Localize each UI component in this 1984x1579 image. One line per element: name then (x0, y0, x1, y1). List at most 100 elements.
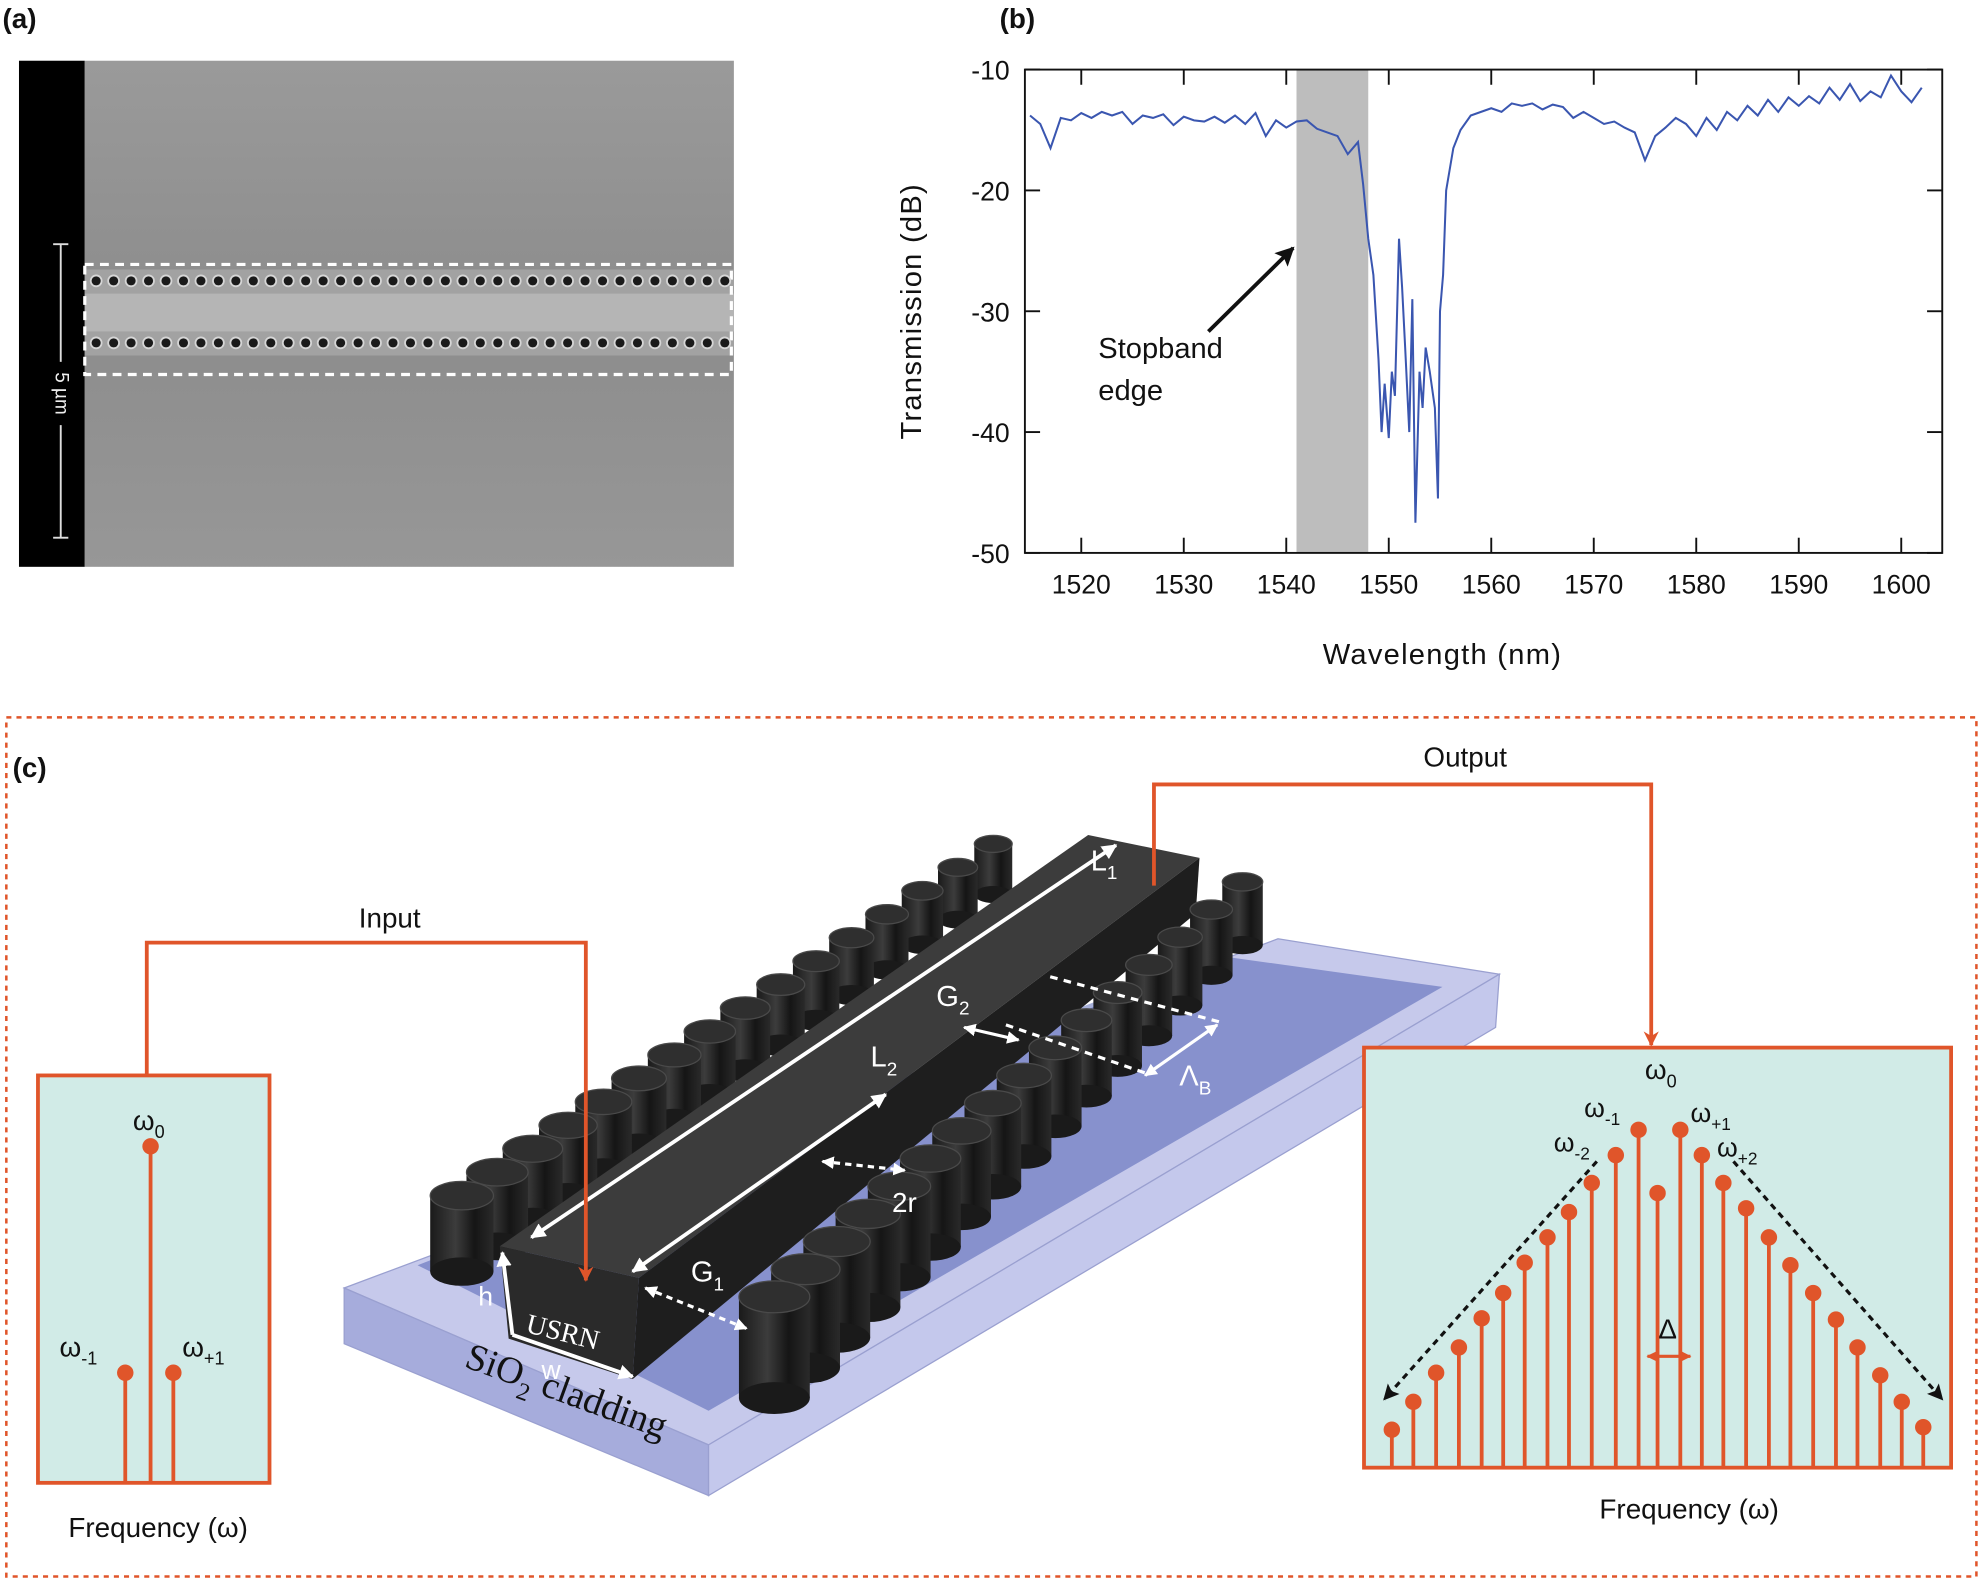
spectral-dot (1737, 1200, 1755, 1217)
hole (440, 276, 450, 286)
pillar-top (901, 880, 944, 901)
panel-label: (b) (1000, 3, 1036, 34)
label-base: L (1091, 845, 1107, 877)
label: ω+1 (1690, 1098, 1730, 1134)
y-tick-label: -40 (971, 418, 1009, 448)
hole (126, 276, 136, 286)
hole (388, 276, 398, 286)
hole (615, 276, 625, 286)
hole (528, 338, 538, 348)
hole (231, 276, 241, 286)
hole (266, 276, 276, 286)
plot-frame (1023, 68, 1944, 554)
y-tick-label: -10 (971, 56, 1009, 86)
pillar-top (973, 834, 1013, 854)
spectral-lines (117, 1121, 1932, 1483)
spectral-dot (1804, 1284, 1822, 1302)
pillar-top (610, 1065, 668, 1092)
hole (196, 338, 206, 348)
label-base: ω (1554, 1127, 1575, 1157)
input-label: Input (359, 902, 421, 933)
arrow-2r (821, 1156, 906, 1176)
label: ω-1 (1584, 1093, 1620, 1129)
pillar-top (429, 1180, 495, 1211)
transmission-line (1029, 73, 1923, 523)
x-tick-label: 1530 (1154, 569, 1213, 599)
pillar-top (996, 1062, 1053, 1089)
annotation: Stopband (1098, 333, 1223, 365)
spectral-dot (1630, 1121, 1647, 1139)
hole (161, 338, 171, 348)
hole (632, 338, 643, 348)
spectral-dot (1782, 1257, 1799, 1274)
hole (196, 276, 206, 286)
pillar-top (802, 1225, 871, 1258)
hole (370, 276, 381, 286)
spectral-dot (142, 1138, 159, 1155)
spectral-dot (1427, 1364, 1445, 1381)
width-label: w (541, 1355, 562, 1385)
height-label: h (478, 1282, 493, 1312)
pillar-bottom (738, 1382, 810, 1415)
spectral-dot (1583, 1174, 1600, 1192)
label-sub: +2 (1738, 1148, 1758, 1168)
label-base: L (871, 1042, 887, 1074)
hole (353, 338, 363, 348)
pillar-top (1124, 953, 1173, 976)
hole (178, 276, 189, 286)
hole (563, 276, 573, 286)
label-base: ω (1584, 1093, 1605, 1123)
label: ω+2 (1717, 1132, 1757, 1168)
label-sub: +1 (204, 1349, 225, 1369)
spectral-dot (1893, 1393, 1910, 1411)
label-base: ω (182, 1331, 204, 1362)
panel-label: (a) (3, 3, 37, 34)
hole (283, 276, 293, 286)
pillar-bottom (430, 1257, 494, 1286)
pillar-top (937, 857, 979, 877)
label-sub: 0 (155, 1122, 165, 1142)
x-tick-label: 1550 (1359, 569, 1418, 599)
spectral-dot (1607, 1146, 1625, 1164)
arrow-l1 (530, 843, 1118, 1239)
spectral-dot (1450, 1339, 1468, 1356)
spectral-dot (1693, 1146, 1711, 1164)
spectral-dot (1560, 1203, 1578, 1221)
panel-border (5, 716, 1978, 1578)
spectral-dot (1715, 1174, 1732, 1192)
hole (702, 338, 712, 348)
label-sub: 0 (1667, 1072, 1677, 1092)
hole (685, 338, 695, 348)
hole (109, 338, 119, 348)
pillar-body (738, 1296, 810, 1399)
label-base: ω (133, 1105, 155, 1136)
hole (597, 276, 608, 286)
hole (405, 276, 416, 286)
label-base: G (691, 1257, 714, 1289)
chart: 1520 1530 1540 1550 1560 1570 1580 1590 1600 -50 -… (896, 56, 1944, 671)
spectral-dot (1539, 1229, 1556, 1246)
x-tick-label: 1520 (1052, 569, 1111, 599)
pillar-top (931, 1117, 992, 1145)
pillar-top (792, 950, 840, 973)
spectral-dot (1405, 1393, 1422, 1411)
hole (213, 338, 223, 348)
x-axis-label: Frequency (ω) (1599, 1493, 1778, 1524)
hole (91, 276, 101, 286)
hole (580, 338, 590, 348)
hole (143, 338, 154, 348)
radius-label: 2r (892, 1187, 917, 1218)
hole (685, 276, 695, 286)
hole (702, 276, 712, 286)
pillar-top (864, 903, 910, 925)
hole (632, 276, 643, 286)
label-sub: 1 (1107, 863, 1118, 884)
spectral-dot (1494, 1284, 1512, 1302)
hole (650, 276, 660, 286)
label-sub: -1 (1605, 1109, 1620, 1129)
pillar-top (1189, 899, 1234, 920)
label: ΛB (1179, 1061, 1211, 1100)
label-sub: -2 (1575, 1143, 1590, 1163)
panel-label: (c) (13, 752, 47, 783)
label: G2 (936, 981, 969, 1020)
